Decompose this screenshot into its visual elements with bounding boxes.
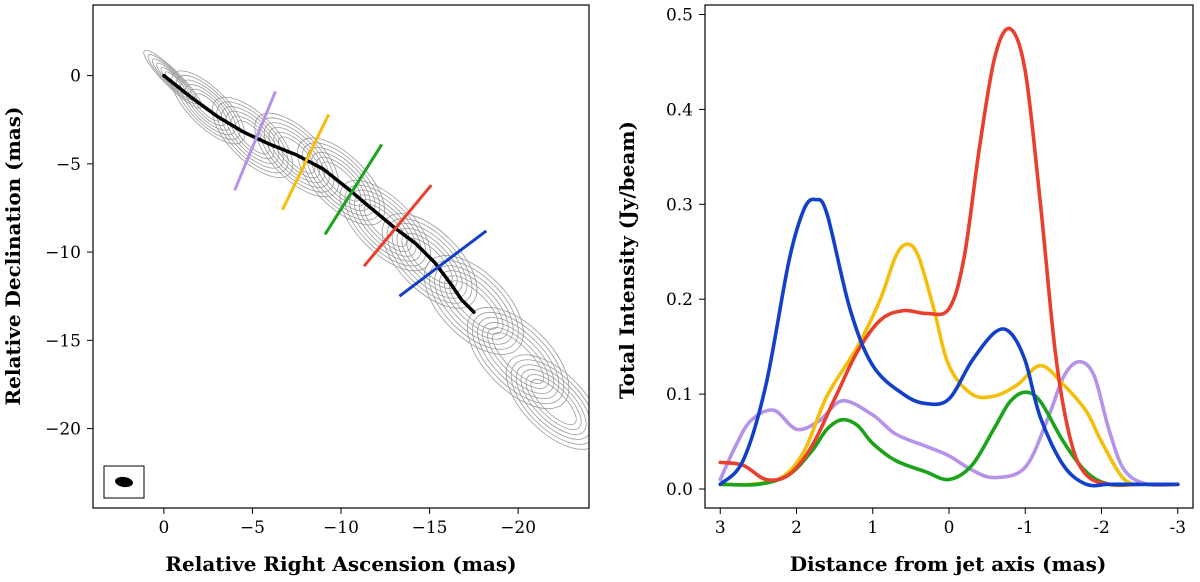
right-x-tick-label: -2	[1093, 518, 1110, 538]
contour-ring	[477, 317, 560, 399]
right-x-tick-label: -3	[1169, 518, 1186, 538]
right-x-tick-label: 3	[715, 518, 726, 538]
left-x-tick-label: 0	[158, 518, 169, 538]
contour-ring	[189, 88, 227, 127]
profile-series	[718, 26, 1180, 488]
contour-ring	[171, 70, 246, 145]
contour-map-panel: 0 −5 −10 −15 −20 0 −5 −10 −15 −20 Relative Right …	[1, 4, 590, 576]
intensity-profile-panel: 3 2 1 0 -1 -2 -3 0.0 0.1 0.2 0.3 0.4 0.5 Distance fr…	[615, 4, 1194, 576]
contour-ring	[278, 136, 316, 174]
contour-ring	[520, 369, 587, 435]
contour-ring	[515, 364, 589, 440]
contour-ring	[429, 260, 519, 350]
right-y-tick-label: 0.2	[666, 290, 693, 310]
contour-ring	[482, 322, 555, 394]
series-line-blue	[718, 197, 1180, 488]
left-x-tick-label: −20	[500, 518, 536, 538]
series-line-yellow	[718, 242, 1180, 487]
right-x-tick-label: 2	[791, 518, 802, 538]
contour-ring	[221, 106, 284, 169]
right-y-tick-label: 0.4	[666, 100, 693, 120]
contour-ring	[525, 374, 582, 430]
right-x-tick-label: -1	[1017, 518, 1034, 538]
jet-lines	[162, 73, 488, 314]
slice-line	[281, 113, 330, 211]
jet-ridge-line	[162, 73, 476, 314]
right-y-tick-label: 0.1	[666, 385, 693, 405]
contour-ring	[530, 379, 577, 426]
left-y-axis-title: Relative Declination (mas)	[1, 107, 25, 406]
right-y-tick-label: 0.5	[666, 5, 693, 25]
series-line-purple	[718, 359, 1180, 488]
right-plot-frame	[704, 4, 1194, 509]
contour-ring	[297, 137, 386, 226]
contour-ring	[472, 312, 565, 405]
left-y-tick-label: −10	[45, 243, 81, 263]
right-x-tick-label: 0	[944, 518, 955, 538]
contour-ring	[363, 204, 407, 247]
beam-box	[103, 465, 145, 499]
contour-ring	[492, 332, 545, 384]
contour-ring	[423, 255, 524, 355]
contour-ring	[184, 84, 232, 131]
left-x-tick-label: −5	[240, 518, 265, 538]
left-y-tick-label: −20	[45, 420, 81, 440]
slice-line	[323, 143, 384, 236]
left-y-tick-label: −5	[56, 155, 81, 175]
left-axis-ticks: 0 −5 −10 −15 −20 0 −5 −10 −15 −20	[45, 67, 536, 538]
left-x-axis-title: Relative Right Ascension (mas)	[165, 552, 516, 576]
contour-ring	[216, 101, 289, 174]
contour-ring	[143, 49, 202, 109]
contour-ring	[175, 75, 241, 140]
right-x-tick-label: 1	[867, 518, 878, 538]
right-y-axis-title: Total Intensity (Jy/beam)	[615, 121, 639, 399]
contour-ring	[505, 354, 589, 450]
slice-line	[362, 184, 433, 268]
contour-ring	[311, 151, 371, 212]
right-axis-ticks: 3 2 1 0 -1 -2 -3 0.0 0.1 0.2 0.3 0.4 0.5	[666, 5, 1186, 538]
contour-ring	[381, 213, 478, 309]
contour-ring	[301, 142, 381, 221]
contour-ring	[211, 96, 294, 178]
contour-levels	[143, 49, 589, 450]
left-x-tick-label: −10	[323, 518, 359, 538]
right-y-tick-label: 0.0	[666, 480, 693, 500]
series-line-red	[718, 26, 1180, 487]
contour-ring	[510, 359, 589, 445]
right-y-tick-label: 0.3	[666, 195, 693, 215]
right-x-axis-title: Distance from jet axis (mas)	[790, 552, 1107, 576]
left-x-tick-label: −15	[412, 518, 448, 538]
contour-ring	[386, 218, 473, 304]
contour-ring	[225, 110, 279, 164]
contour-ring	[180, 79, 236, 136]
slice-line	[398, 229, 488, 298]
slice-line	[233, 90, 277, 191]
beam-ellipse	[115, 476, 133, 488]
left-y-tick-label: −15	[45, 331, 81, 351]
left-y-tick-label: 0	[70, 67, 81, 87]
contour-ring	[487, 327, 550, 389]
